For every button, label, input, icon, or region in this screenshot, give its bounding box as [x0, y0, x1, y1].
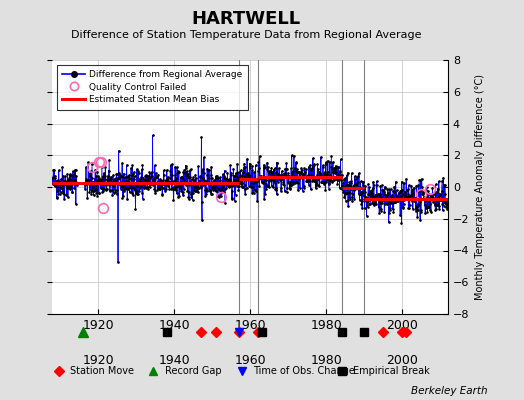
Text: Empirical Break: Empirical Break — [353, 366, 430, 376]
Text: 1920: 1920 — [82, 354, 114, 366]
Text: Time of Obs. Change: Time of Obs. Change — [253, 366, 355, 376]
Legend: Difference from Regional Average, Quality Control Failed, Estimated Station Mean: Difference from Regional Average, Qualit… — [57, 64, 248, 110]
Text: Record Gap: Record Gap — [165, 366, 221, 376]
Text: 1960: 1960 — [234, 354, 266, 366]
Text: Berkeley Earth: Berkeley Earth — [411, 386, 487, 396]
Text: Station Move: Station Move — [70, 366, 135, 376]
Text: HARTWELL: HARTWELL — [192, 10, 301, 28]
Text: 2000: 2000 — [386, 354, 418, 366]
Y-axis label: Monthly Temperature Anomaly Difference (°C): Monthly Temperature Anomaly Difference (… — [475, 74, 485, 300]
Text: 1980: 1980 — [310, 354, 342, 366]
Text: Difference of Station Temperature Data from Regional Average: Difference of Station Temperature Data f… — [71, 30, 421, 40]
Text: 1940: 1940 — [158, 354, 190, 366]
